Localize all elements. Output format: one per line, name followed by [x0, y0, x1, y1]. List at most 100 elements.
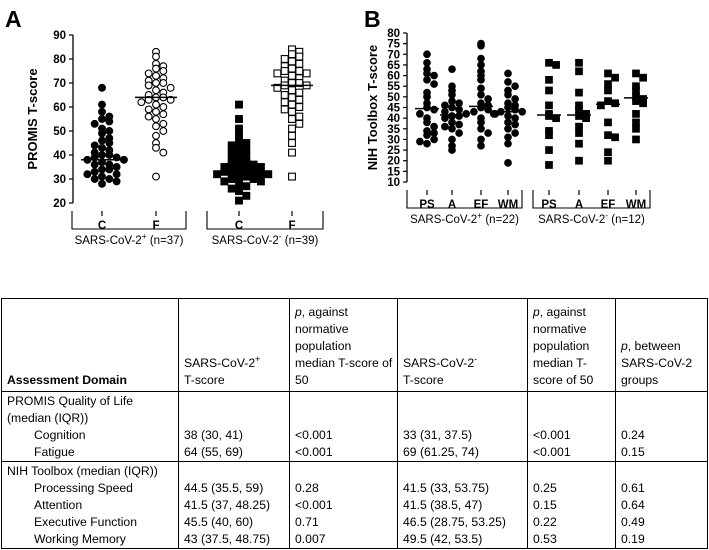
- row-p-pos: 0.71: [289, 514, 398, 531]
- data-point: [280, 98, 289, 107]
- data-point: [152, 52, 160, 61]
- data-point: [477, 141, 485, 150]
- data-point: [484, 129, 492, 137]
- data-point: [166, 83, 175, 92]
- series-wm-group2: [624, 69, 648, 144]
- data-point: [98, 107, 106, 116]
- data-point: [575, 58, 583, 67]
- data-point: [611, 133, 619, 142]
- row-p-pos: <0.001: [289, 444, 398, 462]
- data-point: [511, 129, 519, 137]
- y-tick-label: 65: [387, 60, 400, 72]
- row-p-neg: 0.22: [527, 514, 616, 531]
- data-point: [152, 71, 160, 80]
- row-p-neg: 0.15: [527, 497, 616, 514]
- data-point: [455, 99, 463, 108]
- data-point: [504, 90, 512, 99]
- data-point: [441, 114, 449, 122]
- data-point: [504, 112, 512, 120]
- data-point: [477, 103, 485, 112]
- data-point: [256, 163, 265, 171]
- row-domain: Fatigue: [1, 444, 179, 462]
- data-point: [83, 170, 92, 179]
- data-point: [152, 115, 160, 123]
- data-point: [545, 146, 553, 154]
- data-point: [227, 141, 236, 150]
- data-point: [90, 175, 99, 183]
- data-point: [159, 103, 168, 111]
- data-point: [256, 177, 265, 186]
- y-tick-label: 90: [53, 30, 66, 42]
- data-point: [484, 105, 492, 114]
- data-point: [511, 95, 519, 103]
- x-category-label: PS: [419, 199, 435, 211]
- data-point: [273, 69, 282, 78]
- y-tick-label: 80: [387, 28, 400, 40]
- data-point: [455, 112, 463, 120]
- section-title: PROMIS Quality of Life (median (IQR)): [1, 391, 179, 427]
- row-domain: Processing Speed: [1, 480, 179, 497]
- data-point: [441, 101, 449, 110]
- header-pos-tscore: SARS-CoV-2+ T-score: [178, 298, 290, 392]
- data-point: [90, 141, 99, 150]
- header-assessment-domain: Assessment Domain: [1, 298, 179, 392]
- y-tick-label: 30: [53, 174, 66, 186]
- data-point: [423, 139, 431, 148]
- y-tick-label: 30: [387, 134, 400, 146]
- data-point: [105, 127, 114, 135]
- row-pos-value: 43 (37.5, 48.75): [178, 531, 290, 549]
- data-point: [242, 191, 251, 200]
- data-point: [144, 105, 153, 114]
- row-p-pos: 0.007: [289, 531, 398, 549]
- data-point: [280, 105, 289, 114]
- data-point: [470, 107, 478, 116]
- data-point: [604, 131, 612, 140]
- panel-label: A: [5, 6, 22, 32]
- y-tick-label: 35: [387, 124, 400, 136]
- header-p-between: p, between SARS-CoV-2 groups: [615, 298, 708, 392]
- data-point: [105, 139, 114, 147]
- data-point: [430, 129, 438, 137]
- data-point: [639, 73, 647, 82]
- data-point: [280, 55, 289, 63]
- data-point: [441, 107, 449, 116]
- data-point: [98, 172, 106, 181]
- data-point: [504, 158, 512, 167]
- data-point: [632, 135, 640, 144]
- data-point: [545, 101, 553, 110]
- data-point: [604, 118, 612, 127]
- data-point: [112, 163, 121, 171]
- data-point: [152, 107, 160, 116]
- data-point: [423, 69, 431, 78]
- y-tick-label: 75: [387, 39, 400, 51]
- data-point: [448, 124, 456, 133]
- data-point: [632, 69, 640, 78]
- y-tick-label: 60: [53, 102, 66, 114]
- data-point: [235, 179, 243, 188]
- data-point: [477, 61, 485, 69]
- row-domain: Executive Function: [1, 514, 179, 531]
- data-point: [288, 93, 296, 102]
- data-point: [220, 177, 229, 186]
- data-point: [504, 103, 512, 112]
- data-point: [295, 95, 304, 104]
- data-point: [604, 97, 612, 105]
- x-category-label: WM: [498, 199, 518, 211]
- data-point: [448, 97, 456, 105]
- data-point: [159, 127, 168, 135]
- data-point: [295, 88, 304, 97]
- group-bracket: [206, 211, 324, 230]
- data-point: [152, 64, 160, 73]
- x-category-label: A: [575, 199, 583, 211]
- data-point: [423, 93, 431, 101]
- data-point: [604, 148, 612, 157]
- series-c-group2: [213, 100, 273, 205]
- data-point: [249, 160, 258, 169]
- data-point: [430, 105, 438, 114]
- data-point: [511, 114, 519, 122]
- data-point: [448, 146, 456, 154]
- data-point: [105, 175, 114, 183]
- data-point: [448, 135, 456, 144]
- data-point: [632, 124, 640, 133]
- group-bracket: [532, 190, 651, 209]
